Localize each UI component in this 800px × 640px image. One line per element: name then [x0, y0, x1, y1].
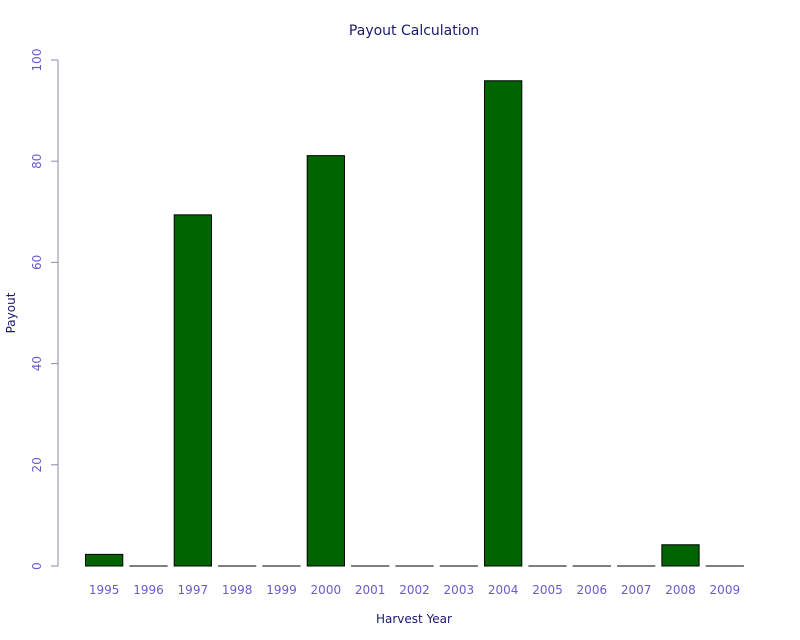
x-axis-title: Harvest Year — [376, 612, 452, 626]
y-tick-label: 100 — [30, 49, 44, 72]
x-tick-label: 1999 — [266, 583, 297, 597]
bar-2004 — [484, 80, 523, 567]
bar-2008 — [661, 544, 700, 567]
x-axis-labels: 1995 1996 1997 1998 1999 2000 2001 2002 2003 2004… — [89, 583, 740, 597]
x-tick-label: 2007 — [621, 583, 652, 597]
x-tick-label: 2008 — [665, 583, 696, 597]
y-tick-label: 80 — [30, 154, 44, 169]
x-tick-label: 1996 — [133, 583, 164, 597]
y-tick-label: 40 — [30, 356, 44, 371]
y-tick-label: 60 — [30, 255, 44, 270]
x-tick-label: 2005 — [532, 583, 563, 597]
y-tick-label: 20 — [30, 457, 44, 472]
bar-1995 — [85, 553, 124, 567]
x-tick-label: 2006 — [577, 583, 608, 597]
x-tick-label: 2002 — [399, 583, 430, 597]
x-tick-label: 1998 — [222, 583, 253, 597]
x-tick-label: 1997 — [178, 583, 209, 597]
x-tick-label: 2003 — [444, 583, 475, 597]
x-tick-label: 2001 — [355, 583, 386, 597]
y-axis-ticks: 0 20 40 60 80 100 — [30, 49, 58, 570]
y-axis-title: Payout — [4, 292, 18, 333]
x-tick-label: 2009 — [710, 583, 741, 597]
bars-group — [85, 80, 744, 567]
bar-1997 — [173, 214, 212, 567]
x-tick-label: 1995 — [89, 583, 120, 597]
x-tick-label: 2000 — [311, 583, 342, 597]
bar-2000 — [306, 155, 345, 567]
chart-title: Payout Calculation — [349, 23, 479, 39]
x-tick-label: 2004 — [488, 583, 519, 597]
y-tick-label: 0 — [30, 562, 44, 570]
